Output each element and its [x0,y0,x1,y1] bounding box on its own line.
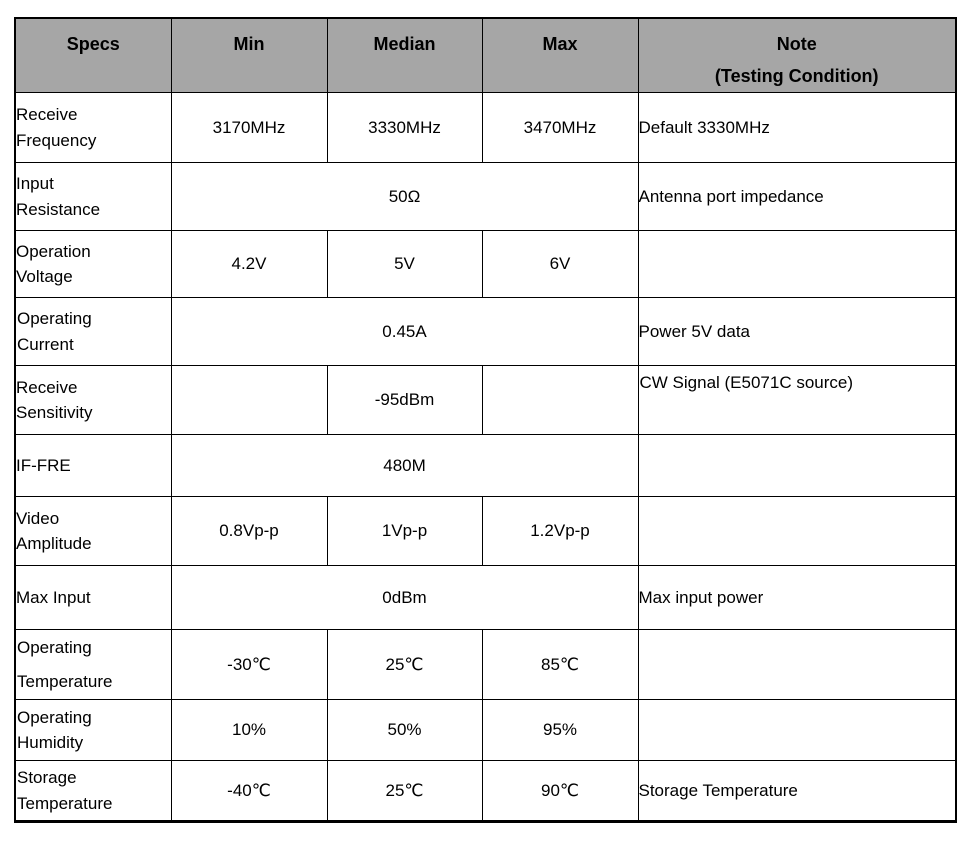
spec-cell: Operating Temperature [14,629,172,700]
note-cell [637,699,957,761]
header-note-line2: (Testing Condition) [714,65,879,86]
header-median: Median [326,17,483,93]
merged-value-cell: 0.45A [170,297,639,366]
median-value-cell: 25℃ [326,629,483,700]
spec-cell: Operation Voltage [14,230,172,298]
min-value-cell: -30℃ [170,629,328,700]
max-value-cell [481,365,639,435]
note-cell [637,434,957,497]
max-value-cell: 85℃ [481,629,639,700]
spec-cell: Operating Humidity [14,699,172,761]
table-row: Max Input 0dBm Max input power [14,565,957,630]
spec-cell: Receive Frequency [14,92,172,163]
median-value-cell: 50% [326,699,483,761]
table-row: Operation Voltage 4.2V 5V 6V [14,230,957,298]
max-value-cell: 1.2Vp-p [481,496,639,566]
min-value-cell [170,365,328,435]
min-value-cell: 0.8Vp-p [170,496,328,566]
table-body: Receive Frequency 3170MHz 3330MHz 3470MHz De… [14,92,957,822]
max-value-cell: 95% [481,699,639,761]
spec-cell: Video Amplitude [14,496,172,566]
header-note-line1: Note [776,34,817,54]
spec-cell: Input Resistance [14,162,172,231]
note-cell [637,496,957,566]
min-value-cell: -40℃ [170,760,328,822]
note-cell: Storage Temperature [637,760,957,822]
spec-cell: Receive Sensitivity [14,365,172,435]
table-row: Input Resistance 50Ω Antenna port impedanc… [14,162,957,231]
spec-cell: Storage Temperature [14,760,172,822]
merged-value-cell: 0dBm [170,565,639,630]
table-row: Receive Sensitivity -95dBm CW Signal (E507… [14,365,957,435]
specification-table: Specs Min Median Max Note (Testing Condi… [14,17,957,823]
median-value-cell: 1Vp-p [326,496,483,566]
median-value-cell: 5V [326,230,483,298]
merged-value-cell: 480M [170,434,639,497]
spec-cell: Operating Current [14,297,172,366]
note-cell: CW Signal (E5071C source) [637,365,957,435]
table-row: Operating Temperature -30℃ 25℃ 85℃ [14,629,957,700]
median-value-cell: 25℃ [326,760,483,822]
max-value-cell: 6V [481,230,639,298]
note-cell [637,629,957,700]
table-row: IF-FRE 480M [14,434,957,497]
table-row: Operating Humidity 10% 50% 95% [14,699,957,761]
min-value-cell: 3170MHz [170,92,328,163]
header-min: Min [170,17,328,93]
min-value-cell: 10% [170,699,328,761]
note-cell [637,230,957,298]
min-value-cell: 4.2V [170,230,328,298]
max-value-cell: 3470MHz [481,92,639,163]
table-row: Operating Current 0.45A Power 5V data [14,297,957,366]
spec-cell: Max Input [14,565,172,630]
note-cell: Power 5V data [637,297,957,366]
header-max: Max [481,17,639,93]
note-cell: Antenna port impedance [637,162,957,231]
table-row: Storage Temperature -40℃ 25℃ 90℃ Storage Tem… [14,760,957,822]
table-header-row: Specs Min Median Max Note (Testing Condi… [14,17,957,93]
table-row: Receive Frequency 3170MHz 3330MHz 3470MHz De… [14,92,957,163]
header-specs: Specs [14,17,172,93]
merged-value-cell: 50Ω [170,162,639,231]
median-value-cell: 3330MHz [326,92,483,163]
max-value-cell: 90℃ [481,760,639,822]
header-note: Note (Testing Condition) [637,17,957,93]
median-value-cell: -95dBm [326,365,483,435]
table-row: Video Amplitude 0.8Vp-p 1Vp-p 1.2Vp-p [14,496,957,566]
spec-cell: IF-FRE [14,434,172,497]
note-cell: Default 3330MHz [637,92,957,163]
note-cell: Max input power [637,565,957,630]
